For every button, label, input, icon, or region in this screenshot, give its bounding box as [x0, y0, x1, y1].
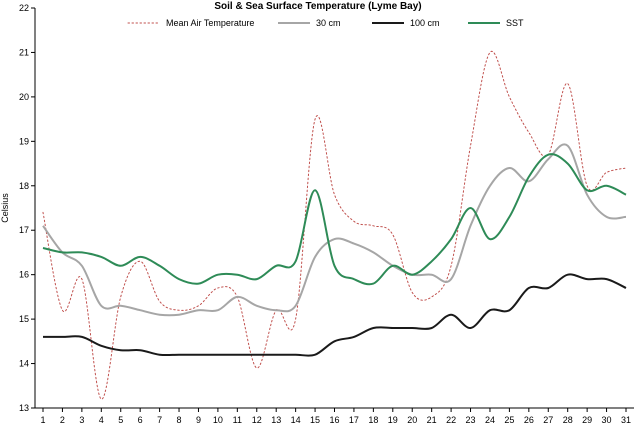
- series-line-3: [42, 153, 627, 286]
- y-tick-label: 16: [19, 270, 29, 280]
- x-ticks: 1 2 3 4 5 6 7 8 9 10 11 12 13 14 15 16 17 18 19 20 21 22 23 24 2…: [40, 408, 631, 425]
- x-tick-label: 14: [291, 415, 301, 425]
- x-tick-label: 10: [213, 415, 223, 425]
- x-tick-label: 7: [157, 415, 162, 425]
- x-tick-label: 1: [40, 415, 45, 425]
- x-tick-label: 2: [60, 415, 65, 425]
- x-tick-label: 20: [407, 415, 417, 425]
- x-tick-label: 16: [329, 415, 339, 425]
- x-tick-label: 3: [79, 415, 84, 425]
- x-tick-label: 19: [388, 415, 398, 425]
- x-tick-label: 6: [138, 415, 143, 425]
- x-tick-label: 30: [602, 415, 612, 425]
- y-tick-label: 18: [19, 181, 29, 191]
- y-tick-label: 20: [19, 92, 29, 102]
- x-tick-label: 22: [446, 415, 456, 425]
- legend-label: SST: [506, 18, 524, 28]
- chart-title: Soil & Sea Surface Temperature (Lyme Bay…: [214, 1, 421, 12]
- x-tick-label: 28: [563, 415, 573, 425]
- x-tick-label: 15: [310, 415, 320, 425]
- y-tick-label: 15: [19, 314, 29, 324]
- series-line-1: [42, 143, 627, 317]
- legend: Mean Air Temperature 30 cm 100 cm SST: [127, 18, 524, 28]
- y-tick-label: 22: [19, 3, 29, 13]
- series-line-0: [42, 50, 627, 400]
- x-tick-label: 13: [271, 415, 281, 425]
- y-tick-label: 21: [19, 47, 29, 57]
- x-tick-label: 26: [524, 415, 534, 425]
- axes: [34, 8, 634, 409]
- y-tick-label: 14: [19, 359, 29, 369]
- x-tick-label: 21: [427, 415, 437, 425]
- x-tick-label: 4: [99, 415, 104, 425]
- x-tick-label: 8: [177, 415, 182, 425]
- legend-label: Mean Air Temperature: [166, 18, 254, 28]
- y-ticks: 13 14 15 16 17 18 19 20 21 22: [19, 3, 35, 413]
- y-axis-label: Celsius: [0, 193, 10, 223]
- x-tick-label: 24: [485, 415, 495, 425]
- x-tick-label: 18: [368, 415, 378, 425]
- series-line-2: [43, 273, 627, 357]
- x-tick-label: 31: [621, 415, 631, 425]
- legend-label: 100 cm: [410, 18, 440, 28]
- x-tick-label: 11: [233, 415, 242, 425]
- y-tick-label: 19: [19, 136, 29, 146]
- x-tick-label: 27: [543, 415, 553, 425]
- y-tick-label: 17: [19, 225, 29, 235]
- x-tick-label: 25: [504, 415, 514, 425]
- x-tick-label: 5: [118, 415, 123, 425]
- x-tick-label: 23: [466, 415, 476, 425]
- legend-label: 30 cm: [316, 18, 341, 28]
- plot-series: [42, 50, 627, 400]
- x-tick-label: 12: [252, 415, 262, 425]
- x-tick-label: 17: [349, 415, 359, 425]
- x-tick-label: 9: [196, 415, 201, 425]
- y-tick-label: 13: [19, 403, 29, 413]
- x-tick-label: 29: [582, 415, 592, 425]
